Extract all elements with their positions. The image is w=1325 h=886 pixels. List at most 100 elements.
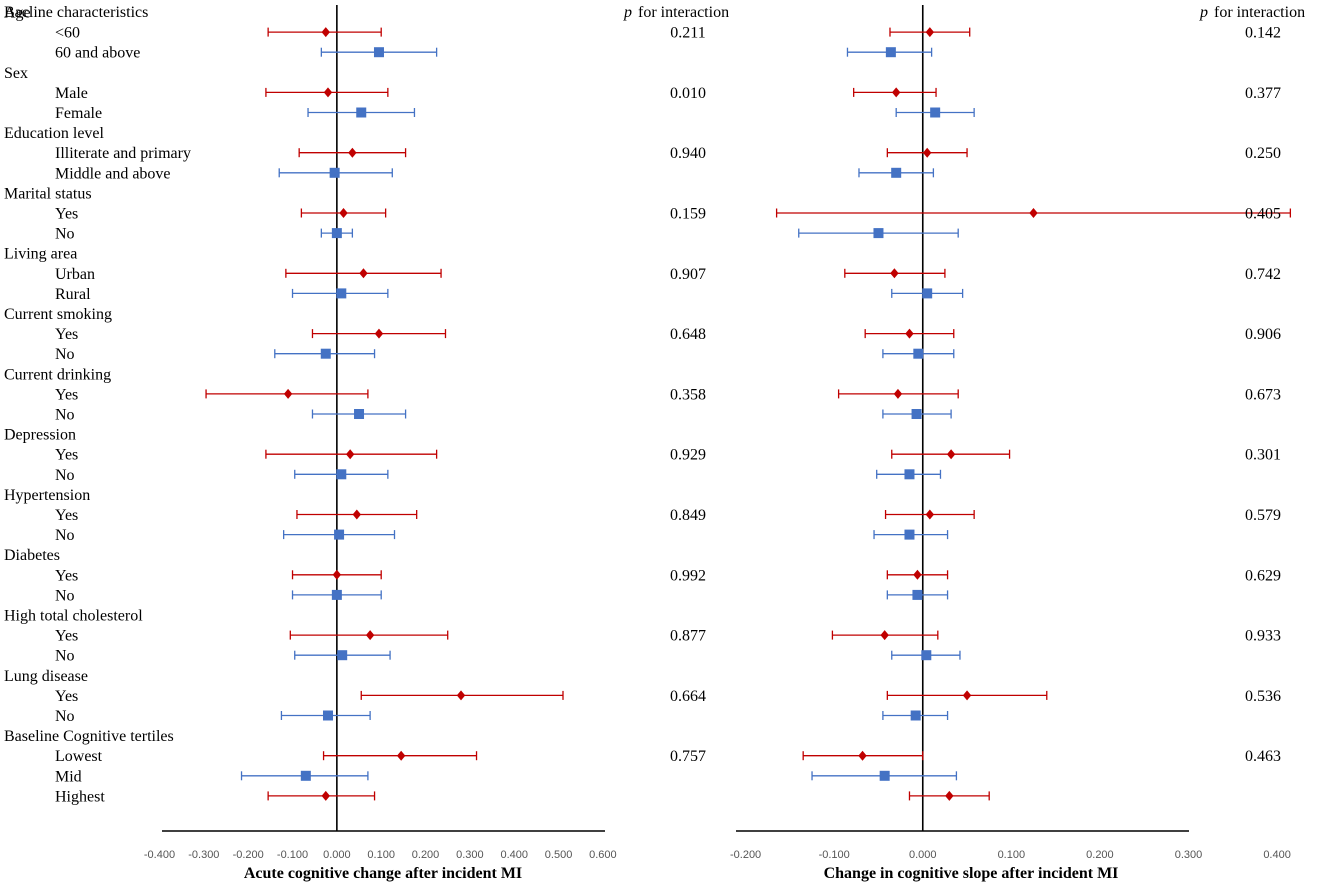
left-estimate-diamond [359,268,368,279]
subgroup-label: Yes [55,507,78,524]
right-estimate-diamond [913,569,922,580]
right-estimate-diamond [890,268,899,279]
subgroup-label: Yes [55,326,78,343]
right-estimate-diamond [858,750,867,761]
left-estimate-diamond [374,328,384,339]
subgroup-label: Illiterate and primary [55,145,191,162]
right-estimate-square [873,228,884,239]
left-estimate-diamond [332,569,342,580]
group-label: Baseline Cognitive tertiles [4,728,174,745]
p-value-right: 0.250 [1245,145,1281,162]
left-tick-label: 0.100 [367,849,395,861]
subgroup-label: Yes [55,567,78,584]
left-estimate-square [337,650,348,661]
right-estimate-square [913,348,924,359]
right-estimate-square [885,47,896,58]
p-value-left: 0.664 [670,688,706,705]
left-tick-label: -0.300 [188,849,219,861]
group-label: Sex [4,65,28,82]
p-value-right: 0.301 [1245,447,1281,464]
p-value-right: 0.536 [1245,688,1281,705]
left-tick-label: 0.400 [500,849,528,861]
subgroup-label: Female [55,105,102,122]
subgroup-label: No [55,226,75,243]
left-estimate-diamond [456,690,466,701]
left-axis-title: Acute cognitive change after incident MI [244,865,522,882]
subgroup-label: Yes [55,206,78,223]
subgroup-label: No [55,407,75,424]
right-estimate-square [930,107,941,118]
table-title: Bacline characteristics [4,4,148,21]
p-value-right: 0.142 [1245,25,1281,42]
left-estimate-diamond [365,630,375,641]
right-estimate-square [911,409,922,419]
left-tick-label: 0.200 [412,849,440,861]
right-tick-label: 0.300 [1175,849,1203,861]
left-estimate-square [331,228,342,239]
p-value-left: 0.940 [670,145,706,162]
left-tick-label: -0.400 [144,849,175,861]
left-estimate-square [329,167,340,178]
left-tick-label: 0.500 [545,849,573,861]
subgroup-label: 60 and above [55,45,140,62]
subgroup-label: No [55,587,75,604]
p-value-right: 0.377 [1245,85,1281,102]
left-tick-label: -0.100 [277,849,308,861]
right-estimate-square [922,288,933,299]
left-estimate-square [336,288,347,299]
p-value-left: 0.648 [670,326,706,343]
subgroup-label: No [55,708,75,725]
group-label: Depression [4,427,76,444]
left-estimate-diamond [321,790,330,801]
p-value-right: 0.742 [1245,266,1281,283]
subgroup-label: Middle and above [55,165,171,182]
left-estimate-diamond [345,449,355,460]
group-label: Diabetes [4,547,60,564]
p-value-left: 0.010 [670,85,706,102]
p-value-left: 0.877 [670,628,706,645]
group-label: Education level [4,125,105,142]
group-label: Lung disease [4,668,88,685]
right-estimate-diamond [880,630,889,641]
right-estimate-diamond [945,790,954,801]
p-value-right: 0.906 [1245,326,1281,343]
right-tick-label: 0.000 [909,849,937,861]
subgroup-label: Male [55,85,88,102]
subgroup-label: <60 [55,25,80,42]
left-estimate-diamond [348,147,357,158]
left-tick-label: 0.600 [589,849,617,861]
left-estimate-diamond [283,388,293,399]
subgroup-label: No [55,527,75,544]
right-estimate-square [910,710,921,721]
p-value-right: 0.463 [1245,748,1281,765]
p-value-left: 0.849 [670,507,706,524]
p-value-left: 0.907 [670,266,706,283]
subgroup-label: Rural [55,286,91,303]
left-estimate-square [320,348,331,359]
p-value-right: 0.629 [1245,567,1281,584]
group-label: Marital status [4,185,92,202]
right-estimate-square [904,469,915,480]
left-estimate-square [331,589,342,600]
right-forest-panel: 0.142 0.377 0.250 0.405 0.742 0.906 0.673 0.301… [730,5,1292,882]
left-estimate-diamond [323,87,333,98]
left-estimate-square [300,770,311,781]
subgroup-label: No [55,467,75,484]
left-estimate-square [356,107,367,118]
right-estimate-diamond [891,87,901,98]
right-tick-label: -0.100 [819,849,850,861]
p-value-left: 0.992 [670,567,706,584]
group-label: Living area [4,246,77,263]
subgroup-label: Yes [55,688,78,705]
right-estimate-square [912,589,923,600]
p-value-left: 0.757 [670,748,706,765]
subgroup-label: Lowest [55,748,103,765]
row-labels: Age <60 60 and above Sex Male Female Education… [4,5,191,806]
p-value-left: 0.358 [670,386,706,403]
right-tick-label: 0.100 [998,849,1026,861]
p-symbol-right: p [1199,4,1208,21]
group-label: Age [4,5,31,22]
right-estimate-diamond [925,509,935,520]
right-tick-label: -0.200 [730,849,761,861]
